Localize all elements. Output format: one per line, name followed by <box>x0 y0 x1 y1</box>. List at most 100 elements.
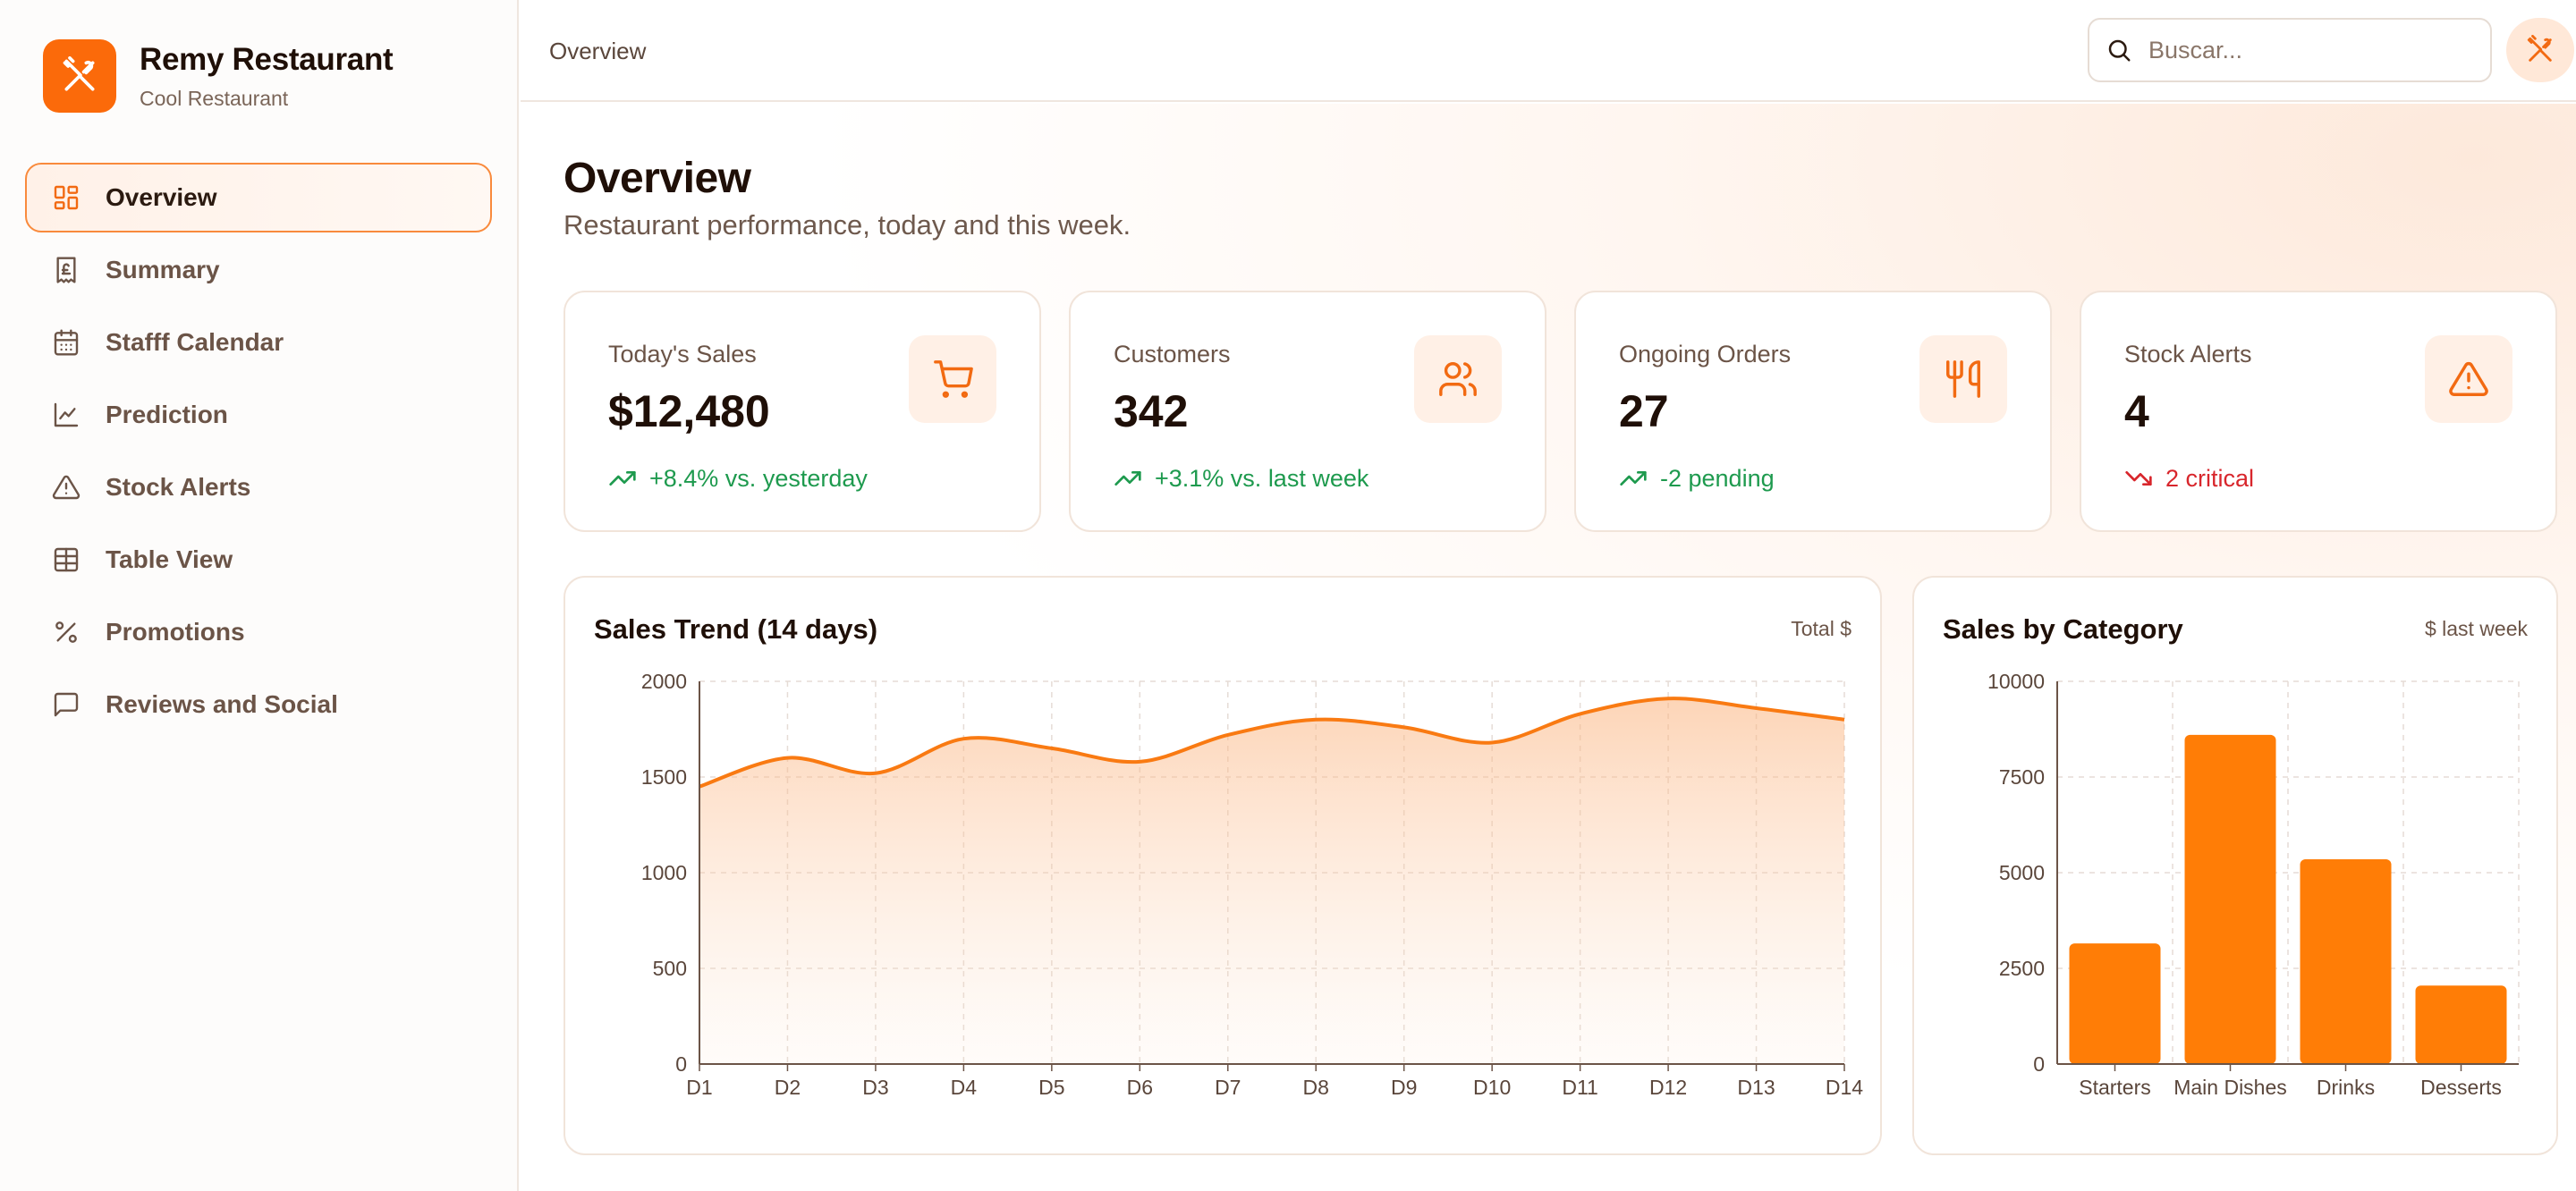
trending-down-icon <box>2125 471 2152 486</box>
layout-grid-icon <box>54 185 79 210</box>
page-title: Overview <box>564 155 751 202</box>
bar-main-dishes <box>2184 734 2276 1064</box>
y-tick-label: 2500 <box>1999 957 2045 980</box>
stat-trend: +8.4% vs. yesterday <box>608 464 868 493</box>
stat-card-todays-sales[interactable]: Today's Sales $12,480 +8.4% vs. yesterda… <box>564 291 1041 532</box>
breadcrumb[interactable]: Overview <box>549 38 647 64</box>
stat-value: 4 <box>2124 386 2149 436</box>
stat-trend-text: -2 pending <box>1660 464 1775 492</box>
x-tick-label: D10 <box>1473 1076 1511 1099</box>
percent-icon <box>55 621 77 643</box>
stat-trend-text: 2 critical <box>2165 464 2255 492</box>
main-content: Overview Restaurant performance, today a… <box>521 104 2576 1191</box>
sidebar-item-label: Table View <box>106 545 233 573</box>
avatar[interactable] <box>2506 18 2574 82</box>
warning-icon <box>2425 335 2512 423</box>
sidebar-item-label: Promotions <box>106 618 245 646</box>
search-icon <box>2108 39 2131 62</box>
sidebar-item-label: Stock Alerts <box>106 473 251 501</box>
y-tick-label: 2000 <box>641 670 687 693</box>
brand-subtitle: Cool Restaurant <box>140 86 289 110</box>
stat-value: 27 <box>1619 386 1669 436</box>
chart-meta: Total $ <box>1791 617 1852 640</box>
x-tick-label: D8 <box>1303 1076 1329 1099</box>
stat-label: Today's Sales <box>608 341 757 367</box>
x-tick-label: D14 <box>1826 1076 1863 1099</box>
stat-trend: 2 critical <box>2124 464 2254 493</box>
x-tick-label: D6 <box>1127 1076 1153 1099</box>
stat-card-stock-alerts[interactable]: Stock Alerts 4 2 critical <box>2080 291 2557 532</box>
sidebar-item-label: Reviews and Social <box>106 690 338 718</box>
stat-value: $12,480 <box>608 386 770 436</box>
warning-icon <box>52 475 80 500</box>
receipt-icon <box>56 257 76 283</box>
trending-up-icon <box>609 471 636 486</box>
sales-by-category-chart: 0 2500 5000 7500 10000 Starters Main Dishes Dri… <box>1987 670 2520 1099</box>
x-tick-label: D5 <box>1038 1076 1064 1099</box>
sidebar-item-label: Stafff Calendar <box>106 328 284 356</box>
stat-trend: -2 pending <box>1619 464 1775 493</box>
sidebar-item-stock-alerts[interactable]: Stock Alerts <box>25 452 492 522</box>
chart-title: Sales Trend (14 days) <box>594 613 878 645</box>
bar-desserts <box>2415 985 2507 1064</box>
sidebar-item-label: Prediction <box>106 401 228 428</box>
sidebar-item-table-view[interactable]: Table View <box>25 525 492 595</box>
stat-value: 342 <box>1114 386 1189 436</box>
y-tick-label: 5000 <box>1999 861 2045 884</box>
x-tick-label: D13 <box>1737 1076 1775 1099</box>
y-tick-label: 1000 <box>641 861 687 884</box>
message-icon <box>54 692 79 717</box>
sidebar-item-overview[interactable]: Overview <box>25 163 492 232</box>
sidebar-item-reviews-social[interactable]: Reviews and Social <box>25 670 492 739</box>
stat-label: Ongoing Orders <box>1619 341 1792 367</box>
sidebar-item-staff-calendar[interactable]: Stafff Calendar <box>25 308 492 377</box>
stat-card-customers[interactable]: Customers 342 +3.1% vs. last week <box>1069 291 1546 532</box>
trending-up-icon <box>1114 471 1141 486</box>
y-tick-label: 0 <box>675 1052 687 1076</box>
cart-icon <box>909 335 996 423</box>
y-tick-label: 10000 <box>1987 670 2045 693</box>
search-input[interactable] <box>2148 36 2470 64</box>
y-tick-label: 1500 <box>641 765 687 789</box>
x-tick-label: D11 <box>1562 1076 1598 1099</box>
x-tick-label: Drinks <box>2317 1076 2375 1099</box>
bar-starters <box>2069 943 2161 1064</box>
sidebar-item-prediction[interactable]: Prediction <box>25 380 492 450</box>
sidebar: Remy Restaurant Cool Restaurant Overview… <box>0 0 519 1191</box>
chart-title: Sales by Category <box>1943 613 2183 645</box>
stat-trend-text: +8.4% vs. yesterday <box>649 464 868 492</box>
x-tick-label: D7 <box>1215 1076 1241 1099</box>
x-tick-label: D3 <box>862 1076 888 1099</box>
stat-trend-text: +3.1% vs. last week <box>1155 464 1369 492</box>
users-icon <box>1414 335 1502 423</box>
sidebar-item-label: Summary <box>106 256 220 283</box>
stat-label: Stock Alerts <box>2124 341 2252 367</box>
sidebar-item-label: Overview <box>106 183 217 211</box>
sales-trend-chart: 0 500 1000 1500 2000 D1 D2 D3 D4 D5 D6 D7 D8 D9 D10 D11… <box>641 670 1863 1099</box>
calendar-icon <box>54 329 79 356</box>
x-tick-label: D9 <box>1391 1076 1417 1099</box>
sales-line <box>699 697 1845 789</box>
y-tick-label: 500 <box>653 957 687 980</box>
x-tick-label: D4 <box>951 1076 978 1099</box>
restaurant-avatar-icon <box>2527 35 2552 62</box>
x-tick-label: D1 <box>686 1076 712 1099</box>
stat-card-ongoing-orders[interactable]: Ongoing Orders 27 -2 pending <box>1574 291 2052 532</box>
search-box[interactable] <box>2088 18 2492 82</box>
sidebar-item-summary[interactable]: Summary <box>25 235 492 305</box>
sidebar-nav: Overview Summary Stafff Calendar Predict… <box>25 163 492 742</box>
restaurant-logo-icon <box>43 39 116 113</box>
brand[interactable]: Remy Restaurant Cool Restaurant <box>43 39 394 113</box>
brand-name: Remy Restaurant <box>140 41 394 77</box>
y-tick-label: 7500 <box>1999 765 2045 789</box>
stat-label: Customers <box>1114 341 1231 367</box>
line-chart-icon <box>54 402 79 427</box>
trending-up-icon <box>1620 471 1647 486</box>
sidebar-item-promotions[interactable]: Promotions <box>25 597 492 667</box>
sales-by-category-panel: Sales by Category $ last week 0 2500 5000 7… <box>1912 576 2558 1155</box>
chart-meta: $ last week <box>2424 617 2528 640</box>
page-subtitle: Restaurant performance, today and this w… <box>564 209 1131 241</box>
x-tick-label: D12 <box>1649 1076 1687 1099</box>
top-header: Overview <box>521 0 2576 102</box>
x-tick-label: D2 <box>775 1076 801 1099</box>
